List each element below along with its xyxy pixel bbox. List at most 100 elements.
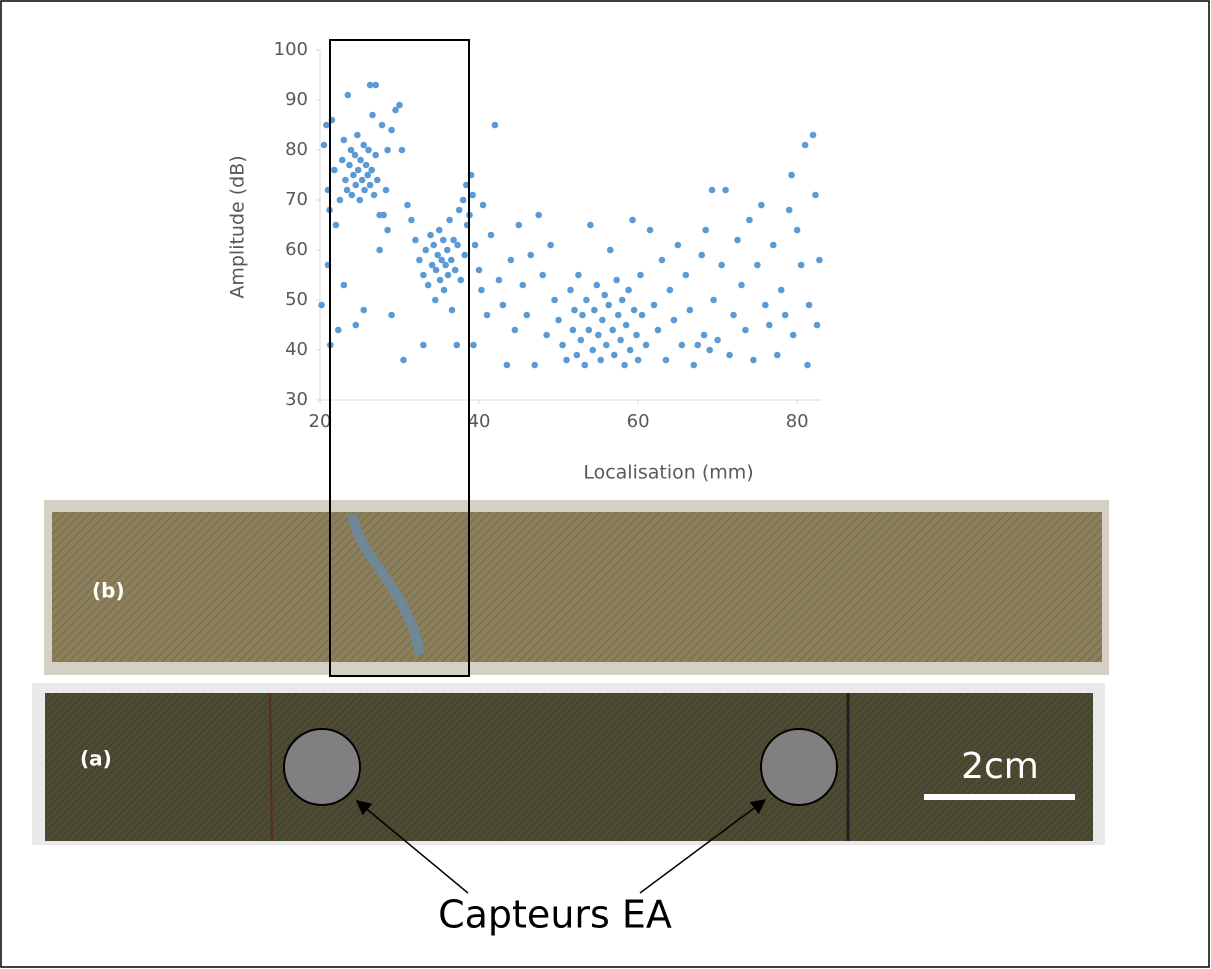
mark-line bbox=[269, 692, 273, 842]
point bbox=[726, 351, 733, 359]
point bbox=[416, 256, 423, 264]
point bbox=[378, 121, 386, 129]
y-tick-label: 70 bbox=[285, 189, 308, 210]
point bbox=[479, 201, 487, 209]
point bbox=[583, 296, 590, 304]
point bbox=[633, 331, 640, 339]
point bbox=[372, 81, 379, 89]
point bbox=[694, 341, 702, 349]
point bbox=[766, 321, 773, 329]
point bbox=[362, 161, 370, 169]
point bbox=[453, 341, 461, 349]
point bbox=[365, 146, 372, 154]
point bbox=[457, 276, 465, 284]
point bbox=[585, 326, 593, 334]
point bbox=[754, 261, 761, 269]
point bbox=[366, 81, 374, 89]
point bbox=[722, 186, 729, 194]
point bbox=[597, 356, 605, 364]
point bbox=[698, 251, 706, 259]
point bbox=[781, 311, 789, 319]
point bbox=[606, 246, 614, 254]
point bbox=[777, 286, 785, 294]
point bbox=[595, 331, 602, 339]
sensor-caption: Capteurs EA bbox=[438, 893, 672, 937]
point bbox=[408, 216, 415, 224]
point bbox=[331, 166, 338, 174]
point bbox=[422, 246, 430, 254]
point bbox=[750, 356, 757, 364]
point bbox=[589, 346, 597, 354]
point bbox=[515, 221, 523, 229]
point bbox=[487, 231, 495, 239]
y-tick-label: 100 bbox=[274, 39, 308, 60]
point bbox=[483, 311, 491, 319]
point bbox=[812, 191, 819, 199]
point bbox=[361, 186, 368, 194]
point bbox=[613, 276, 620, 284]
point bbox=[601, 291, 608, 299]
point bbox=[442, 261, 449, 269]
point bbox=[579, 311, 586, 319]
point bbox=[435, 226, 443, 234]
point bbox=[338, 156, 346, 164]
point bbox=[346, 161, 353, 169]
point bbox=[428, 261, 436, 269]
point bbox=[634, 356, 642, 364]
point bbox=[398, 146, 406, 154]
point bbox=[455, 206, 463, 214]
specimen-b bbox=[52, 512, 1102, 662]
point bbox=[336, 196, 344, 204]
point bbox=[392, 106, 399, 114]
label-b: (b) bbox=[92, 579, 125, 603]
point bbox=[769, 241, 777, 249]
point bbox=[563, 356, 570, 364]
point bbox=[559, 341, 566, 349]
point bbox=[373, 176, 381, 184]
point bbox=[591, 306, 598, 314]
point bbox=[629, 216, 636, 224]
point bbox=[587, 221, 594, 229]
point bbox=[380, 211, 387, 219]
point bbox=[788, 171, 795, 179]
point bbox=[461, 251, 469, 259]
point bbox=[658, 256, 666, 264]
point bbox=[809, 131, 817, 139]
point bbox=[555, 316, 562, 324]
point bbox=[427, 231, 434, 239]
point bbox=[446, 216, 453, 224]
point bbox=[440, 286, 448, 294]
point bbox=[475, 266, 483, 274]
point bbox=[670, 316, 678, 324]
point bbox=[448, 306, 456, 314]
point bbox=[459, 196, 467, 204]
point bbox=[593, 281, 601, 289]
point bbox=[372, 151, 379, 159]
point bbox=[447, 256, 455, 264]
point bbox=[543, 331, 550, 339]
point bbox=[700, 331, 708, 339]
point bbox=[599, 316, 606, 324]
point bbox=[805, 301, 813, 309]
y-tick-label: 60 bbox=[285, 239, 308, 260]
point bbox=[352, 181, 360, 189]
point bbox=[535, 211, 542, 219]
point bbox=[547, 241, 554, 249]
point bbox=[470, 341, 477, 349]
point bbox=[758, 201, 765, 209]
point bbox=[343, 186, 351, 194]
x-axis-title: Localisation (mm) bbox=[583, 462, 753, 484]
point bbox=[436, 276, 444, 284]
sensor bbox=[283, 728, 361, 806]
point bbox=[454, 241, 461, 249]
point bbox=[424, 281, 432, 289]
x-tick-label: 40 bbox=[468, 411, 491, 432]
point bbox=[420, 271, 427, 279]
point bbox=[621, 361, 628, 369]
point bbox=[797, 261, 805, 269]
y-tick-label: 90 bbox=[285, 89, 308, 110]
y-tick-label: 40 bbox=[285, 339, 308, 360]
point bbox=[348, 191, 356, 199]
